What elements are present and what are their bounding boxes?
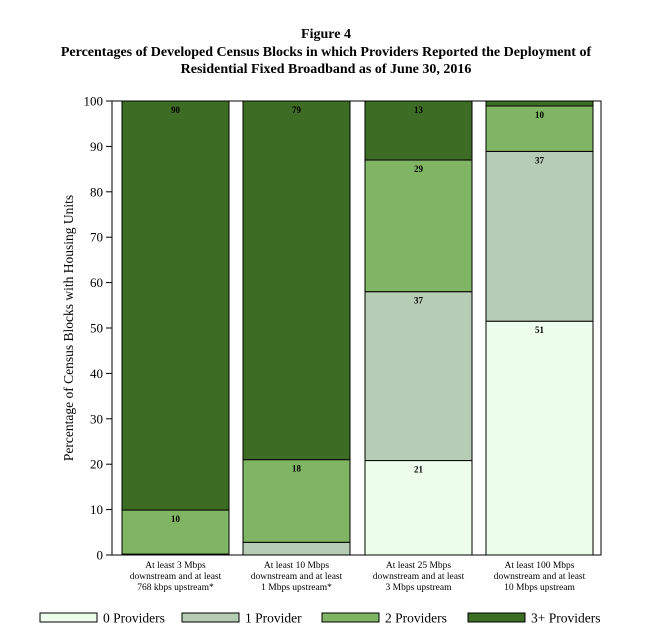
x-category-label-line: At least 100 Mbps [505,561,575,571]
bar-segment-1-provider [242,541,351,556]
legend-swatch [467,612,526,623]
bar-segment-3-providers [364,100,473,161]
y-tick-label: 50 [90,321,103,336]
y-tick-label: 70 [90,230,103,245]
x-category-label-line: At least 25 Mbps [386,561,451,571]
x-category-label-line: downstream and at least [251,572,343,582]
data-label: 10 [535,110,545,120]
bar-segment-2-providers [121,509,230,555]
y-tick-label: 90 [90,139,103,154]
y-tick-label: 40 [90,366,103,381]
x-category-label-line: 768 kbps upstream* [137,583,214,593]
legend-label: 1 Provider [245,611,302,626]
x-category-label-line: downstream and at least [130,572,222,582]
chart-title-block: Figure 4 Percentages of Developed Census… [0,26,652,78]
bar-segment-1-provider [485,150,594,322]
bar-segment-2-providers [364,159,473,293]
legend-label: 0 Providers [103,611,165,626]
bar-segment-2-providers [485,105,594,152]
bar-segment-1-provider [364,291,473,462]
legend-label: 2 Providers [385,611,447,626]
data-label: 13 [414,105,424,115]
y-tick-label: 100 [84,94,104,109]
bar-segment-0-providers [485,320,594,556]
legend-swatch [181,612,240,623]
data-label: 21 [414,465,424,475]
data-label: 37 [535,155,545,165]
data-label: 10 [171,514,181,524]
x-category-label-line: downstream and at least [373,572,465,582]
legend-label: 3+ Providers [531,611,600,626]
y-tick-label: 60 [90,275,103,290]
data-label: 29 [414,164,424,174]
y-tick-label: 80 [90,184,103,199]
y-axis-label: Percentage of Census Blocks with Housing… [61,195,76,461]
figure-label: Figure 4 [301,27,351,42]
bar-segment-3-providers [242,100,351,461]
x-category-label-line: At least 3 Mbps [145,561,206,571]
x-category-label: At least 100 Mbps downstream and at least… [494,561,586,593]
y-tick-label: 10 [90,502,103,517]
chart-title-line-2: Residential Fixed Broadband as of June 3… [180,62,472,77]
y-tick-label: 0 [97,548,104,563]
data-label: 37 [414,296,424,306]
legend-swatch [321,612,380,623]
x-category-label: At least 10 Mbps downstream and at least 1… [251,561,343,593]
bar-segment-3-providers [485,100,594,107]
x-category-label-line: 1 Mbps upstream* [261,583,332,593]
bar-segment-3-providers [121,100,230,511]
x-category-label-line: 3 Mbps upstream [386,583,453,593]
bar-segment-0-providers [364,460,473,556]
legend-swatch [39,612,98,623]
x-category-label: At least 25 Mbps downstream and at least 3… [373,561,465,593]
x-category-label: At least 3 Mbps downstream and at least 76… [130,561,222,593]
bar-segment-2-providers [242,459,351,543]
data-label: 51 [535,325,545,335]
data-label: 18 [292,464,302,474]
data-label: 90 [171,105,181,115]
y-tick-label: 20 [90,457,103,472]
data-label: 79 [292,105,302,115]
chart-title-line-1: Percentages of Developed Census Blocks i… [60,45,592,60]
x-category-label-line: 10 Mbps upstream [504,583,575,593]
y-tick-label: 30 [90,411,103,426]
x-category-label-line: At least 10 Mbps [264,561,329,571]
x-category-label-line: downstream and at least [494,572,586,582]
